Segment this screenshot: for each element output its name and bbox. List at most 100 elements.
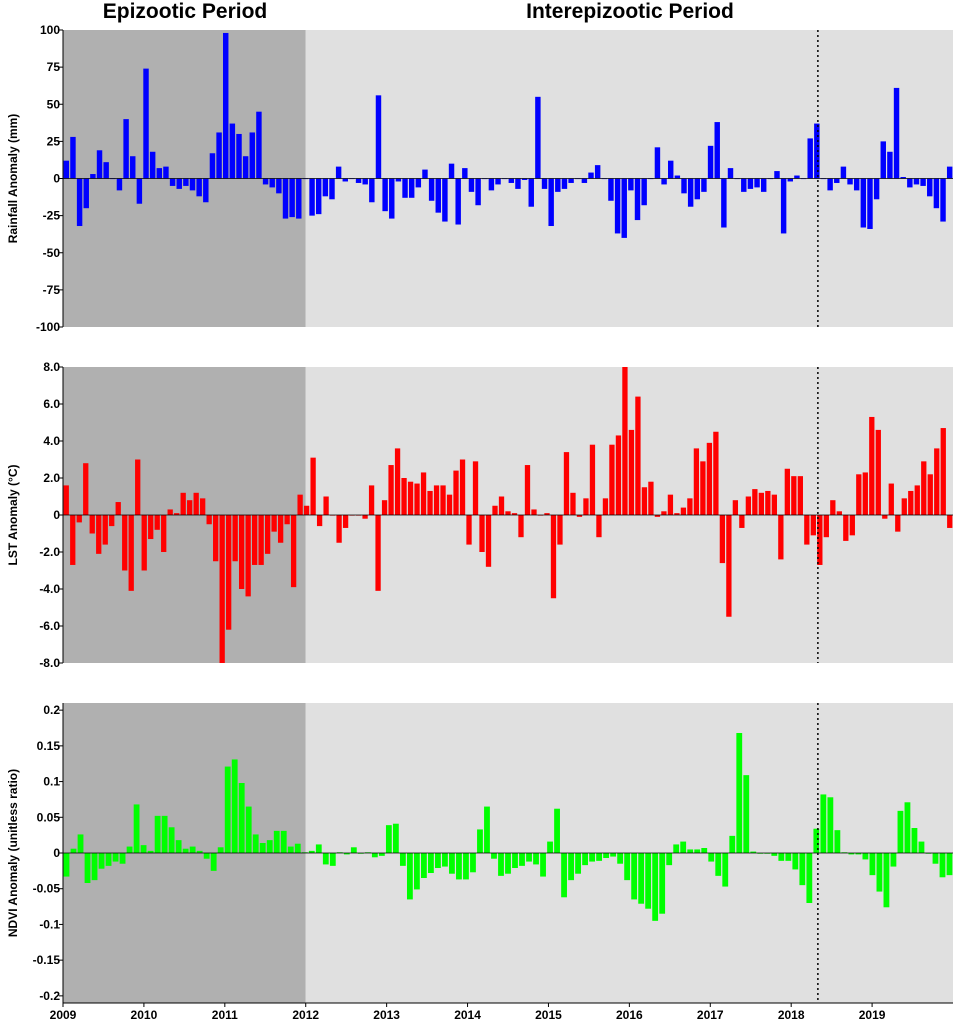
- bar: [112, 853, 119, 862]
- bar: [485, 515, 492, 567]
- bar: [594, 165, 601, 179]
- bar: [897, 810, 904, 853]
- bar: [408, 178, 415, 198]
- epizootic-period-label: Epizootic Period: [102, 0, 268, 23]
- bar: [468, 178, 475, 192]
- interepizootic-period-label: Interepizootic Period: [526, 0, 734, 23]
- bar: [707, 145, 714, 179]
- bar: [681, 178, 687, 194]
- bar: [531, 509, 537, 515]
- bar: [470, 853, 476, 873]
- bar: [242, 156, 249, 179]
- bar: [203, 178, 209, 203]
- bar: [785, 853, 792, 861]
- bar: [362, 178, 368, 185]
- bar: [399, 853, 406, 866]
- bar: [428, 853, 434, 873]
- bar: [245, 515, 251, 597]
- bar: [706, 442, 713, 515]
- y-tick-label: 50: [47, 97, 61, 111]
- bar: [277, 515, 284, 543]
- bar: [63, 485, 69, 515]
- bar: [232, 515, 238, 562]
- bar: [442, 853, 448, 867]
- bar: [488, 178, 495, 191]
- bar: [771, 853, 778, 856]
- y-tick-label: -4.0: [39, 582, 60, 596]
- bar: [249, 132, 256, 179]
- bar: [375, 95, 382, 179]
- bar: [329, 853, 336, 866]
- bar: [369, 178, 375, 203]
- bar: [415, 178, 422, 188]
- bar: [940, 428, 946, 515]
- bar: [883, 853, 890, 908]
- bar: [540, 853, 546, 877]
- bar: [888, 483, 894, 515]
- bar: [264, 515, 271, 554]
- bar: [309, 178, 315, 216]
- bar: [130, 156, 136, 179]
- bar: [322, 178, 329, 197]
- bar: [294, 843, 301, 853]
- bar: [329, 178, 335, 200]
- bar: [355, 178, 362, 183]
- bar: [694, 849, 701, 853]
- bar: [140, 845, 147, 853]
- bar: [472, 461, 479, 515]
- bar: [77, 834, 84, 853]
- bar: [817, 515, 823, 565]
- bar: [628, 429, 635, 515]
- bar: [335, 166, 342, 179]
- bar: [63, 853, 70, 877]
- x-tick-label: 2015: [535, 1008, 562, 1022]
- bar: [719, 515, 726, 564]
- bar: [266, 840, 273, 853]
- bar: [414, 483, 420, 515]
- bar: [217, 847, 224, 853]
- bar: [511, 513, 518, 515]
- bar: [849, 515, 855, 536]
- bar: [322, 853, 329, 865]
- x-tick-label: 2019: [859, 1008, 886, 1022]
- bar: [448, 163, 455, 179]
- bar: [296, 178, 302, 219]
- bar: [135, 459, 141, 515]
- bar: [440, 485, 446, 515]
- bar: [921, 461, 927, 515]
- bar: [661, 178, 667, 185]
- y-tick-label: 0.2: [43, 703, 60, 717]
- bar: [70, 136, 76, 179]
- bar: [456, 853, 462, 880]
- bar: [834, 830, 841, 853]
- bar: [259, 843, 266, 853]
- bar: [563, 452, 570, 515]
- bar: [750, 851, 757, 853]
- bar: [648, 481, 654, 515]
- bar: [126, 846, 133, 853]
- bar: [687, 498, 693, 515]
- y-tick-label: 2.0: [43, 471, 60, 485]
- bar: [231, 759, 238, 853]
- bar: [297, 494, 303, 515]
- bar: [638, 853, 645, 904]
- bar: [187, 500, 193, 515]
- bar: [422, 169, 428, 179]
- bar: [495, 178, 501, 185]
- bar: [239, 515, 245, 589]
- bar: [310, 457, 316, 515]
- bar: [133, 804, 140, 853]
- y-tick-label: 6.0: [43, 397, 60, 411]
- bar: [860, 178, 867, 228]
- x-tick-label: 2009: [50, 1008, 77, 1022]
- bar: [316, 515, 323, 527]
- bar: [413, 853, 420, 890]
- bar: [752, 489, 758, 515]
- bar: [407, 481, 414, 515]
- bar: [83, 178, 89, 209]
- bar: [388, 465, 394, 515]
- bar: [784, 468, 790, 515]
- bar: [484, 806, 490, 853]
- bar: [466, 515, 472, 545]
- x-tick-label: 2014: [454, 1008, 481, 1022]
